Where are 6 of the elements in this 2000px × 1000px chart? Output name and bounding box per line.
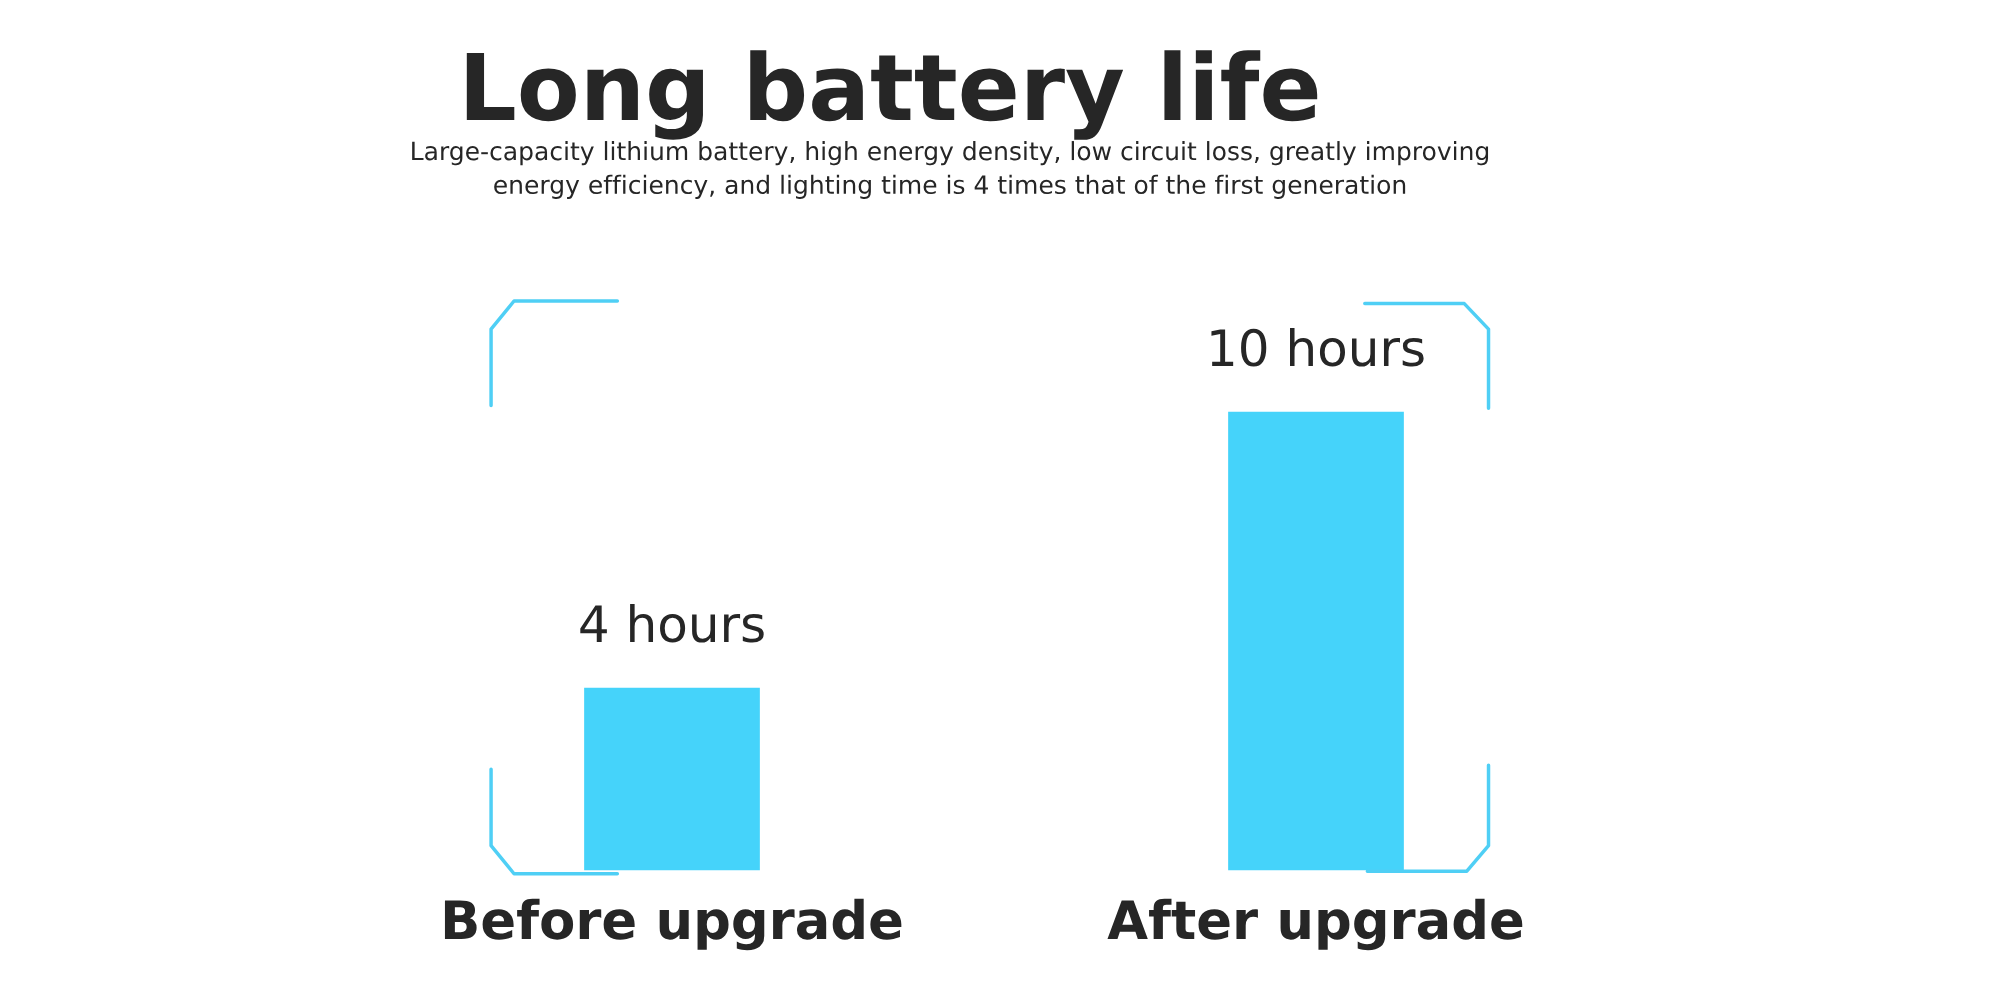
chart-title: Long battery life: [466, 50, 1318, 140]
x-tick-label: Before upgrade: [444, 898, 902, 951]
x-tick-label: After upgrade: [1107, 898, 1523, 951]
data-label: 4 hours: [580, 603, 764, 643]
data-label: 10 hours: [1211, 327, 1424, 367]
chart-subtitle: Large-capacity lithium battery, high energy density, low circuit loss, greatly improving energy efficiency, and lighting time is 4 times that of the first generation: [412, 141, 1489, 199]
